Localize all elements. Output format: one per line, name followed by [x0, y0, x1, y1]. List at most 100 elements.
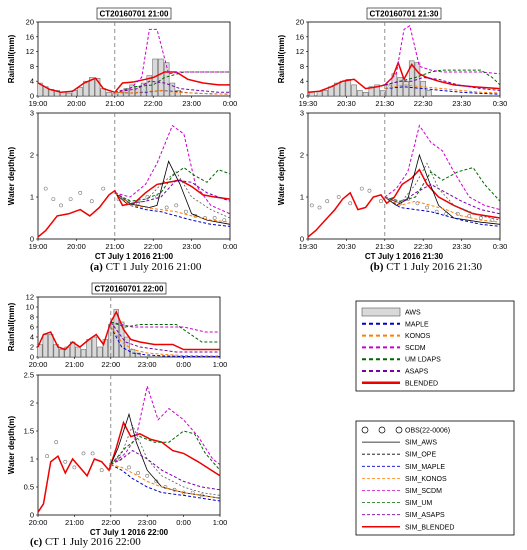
- rainfall-bar: [414, 62, 421, 97]
- rainfall-bar: [83, 80, 89, 97]
- x-tick-label: 0:00: [176, 518, 191, 527]
- legend-label: SIM_OPE: [405, 452, 436, 459]
- y-tick-label: 3: [300, 109, 304, 118]
- x-tick-label: 23:00: [138, 518, 157, 527]
- rainfall-bar: [91, 336, 98, 358]
- rainfall-bar: [97, 346, 103, 358]
- y-tick-label: 6: [30, 323, 34, 332]
- y-tick-label: 1: [30, 455, 34, 464]
- legend-label: SIM_AWS: [405, 440, 437, 447]
- obs-point: [325, 199, 330, 204]
- x-tick-label: 0:30: [493, 99, 508, 108]
- series-line-blended: [37, 71, 230, 94]
- rainfall-bar: [54, 90, 60, 97]
- obs-point: [81, 451, 86, 456]
- rainfall-bar: [135, 352, 141, 358]
- obs-point: [45, 454, 50, 459]
- y-tick-label: 0: [30, 92, 34, 101]
- x-tick-label: 21:00: [105, 99, 124, 108]
- y-tick-label: 0: [30, 353, 34, 362]
- x-tick-label: 21:30: [375, 99, 394, 108]
- rainfall-bar: [169, 82, 176, 97]
- obs-point: [63, 459, 68, 464]
- rainfall-bar: [59, 349, 65, 358]
- obs-point: [99, 468, 104, 473]
- obs-point: [59, 203, 63, 208]
- chart-title: CT20160701 21:00: [100, 10, 169, 19]
- series-line-sim-scdm: [114, 124, 231, 215]
- series-line-sim-ope: [114, 171, 231, 219]
- series-line-um-ldaps: [110, 321, 220, 343]
- legend-swatch-obs: [378, 426, 386, 434]
- rainfall-bar: [362, 92, 369, 97]
- x-tick-label: 21:00: [65, 518, 84, 527]
- series-line-sim-um: [114, 166, 231, 202]
- obs-point: [72, 465, 77, 470]
- series-line-konos: [114, 89, 231, 95]
- x-tick-label: 21:00: [65, 360, 84, 369]
- obs-point: [127, 465, 131, 470]
- series-line-sim-maple: [110, 464, 221, 502]
- obs-point: [174, 203, 179, 208]
- obs-point: [183, 209, 188, 214]
- rainfall-bar: [357, 90, 363, 97]
- y-tick-label: 2.5: [24, 371, 34, 380]
- series-line-maple: [384, 86, 501, 95]
- x-tick-label: 23:30: [452, 99, 471, 108]
- x-tick-label: 20:00: [29, 360, 48, 369]
- series-line-asaps: [110, 321, 220, 353]
- series-line-scdm: [110, 321, 220, 333]
- obs-point: [359, 186, 364, 191]
- x-tick-label: 20:00: [67, 242, 86, 251]
- rainfall-bar: [106, 92, 112, 97]
- legend-swatch-obs: [361, 426, 369, 434]
- y-tick-label: 0: [30, 235, 34, 244]
- obs-point: [336, 195, 341, 199]
- y-tick-label: 20: [26, 18, 34, 27]
- obs-point: [317, 205, 322, 210]
- series-line-sim-maple: [384, 196, 501, 227]
- y-tick-label: 1: [300, 193, 304, 202]
- x-tick-label: 22:30: [414, 99, 433, 108]
- legend-water-depth: OBS(22-0006) SIM_AWS SIM_OPE SIM_MAPLE SIM_K…: [355, 420, 515, 536]
- y-tick-label: 0.5: [24, 483, 34, 492]
- x-tick-label: 22:00: [144, 99, 163, 108]
- legend-label: ASAPS: [405, 369, 429, 376]
- legend-label: SIM_BLENDED: [405, 524, 454, 531]
- series-line-konos: [110, 326, 221, 357]
- legend-rainfall: AWS MAPLE KONOS SCDM UM LDAPS ASAPS BLENDED: [355, 300, 515, 392]
- rainfall-bar: [80, 349, 87, 358]
- legend-swatch-aws: [361, 307, 401, 317]
- rainfall-bar: [374, 84, 380, 97]
- rainfall-bar: [316, 91, 323, 97]
- x-tick-label: 20:00: [29, 518, 48, 527]
- y-tick-label: 10: [26, 303, 34, 312]
- plot-frame: [37, 112, 231, 240]
- x-tick-label: 22:30: [414, 242, 433, 251]
- legend-label: SIM_UM: [405, 500, 432, 507]
- chart-panel-a-water-depth: 0 1 2 3 19:00 20:00 21:00 22:00 23:00 0:00 Water d…: [7, 109, 237, 262]
- series-line-um-ldaps: [384, 69, 501, 86]
- obs-point: [309, 203, 314, 208]
- x-tick-label: 19:00: [29, 242, 48, 251]
- legend-label: UM LDAPS: [405, 357, 441, 364]
- x-tick-label: 19:30: [299, 242, 318, 251]
- obs-point: [164, 205, 169, 210]
- caption-c: (c) CT 1 July 2016 22:00: [30, 536, 141, 548]
- obs-point: [367, 188, 372, 193]
- rainfall-bar: [140, 82, 147, 97]
- rainfall-bar: [334, 82, 340, 97]
- x-tick-label: 21:00: [105, 242, 124, 251]
- rainfall-bar: [129, 84, 135, 97]
- y-tick-label: 1: [30, 193, 34, 202]
- y-tick-label: 20: [296, 18, 304, 27]
- series-line-sim-konos: [114, 192, 231, 223]
- x-tick-label: 20:30: [337, 242, 356, 251]
- y-tick-label: 12: [296, 47, 304, 56]
- series-line-sim-ope: [110, 424, 221, 496]
- series-line-sim-konos: [384, 196, 501, 223]
- series-line-scdm: [114, 28, 230, 93]
